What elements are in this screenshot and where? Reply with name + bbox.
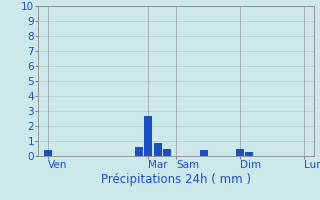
Bar — [154, 142, 162, 156]
Bar — [135, 147, 143, 156]
Bar — [163, 149, 171, 156]
Bar — [44, 150, 52, 156]
Bar — [245, 152, 253, 156]
Bar — [236, 148, 244, 156]
Bar — [199, 150, 208, 156]
Bar — [144, 116, 153, 156]
X-axis label: Précipitations 24h ( mm ): Précipitations 24h ( mm ) — [101, 173, 251, 186]
